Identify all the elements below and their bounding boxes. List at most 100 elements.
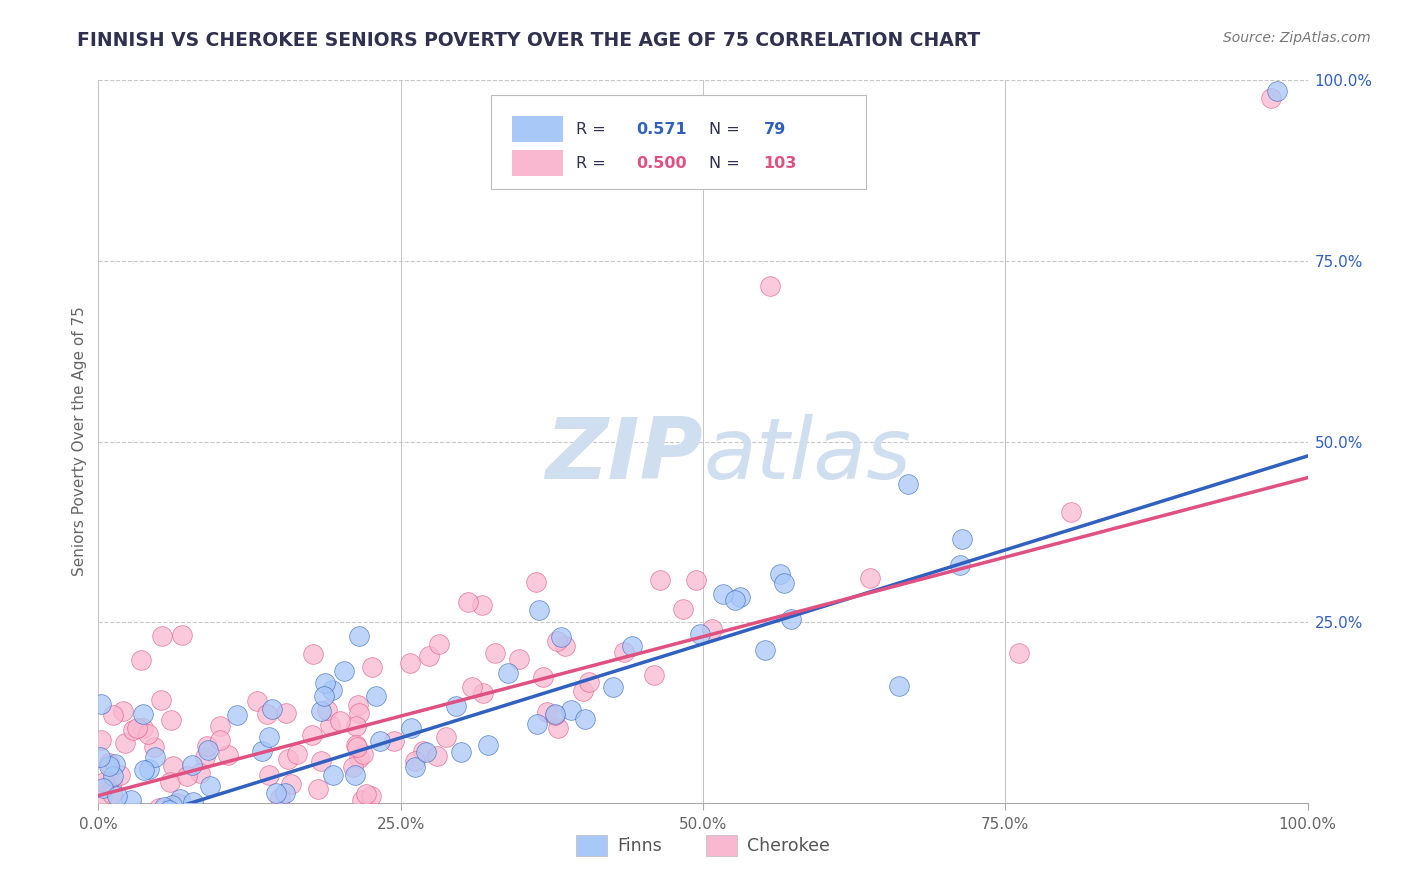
- Point: [149, 693, 172, 707]
- Point: [772, 575, 794, 590]
- Point: [165, 831, 187, 846]
- Point: [111, 704, 134, 718]
- Point: [399, 721, 422, 735]
- Point: [1260, 91, 1282, 105]
- Point: [354, 788, 377, 802]
- Point: [950, 533, 973, 547]
- Point: [352, 792, 374, 806]
- Point: [344, 738, 367, 752]
- Point: [347, 698, 370, 713]
- Point: [1008, 646, 1031, 660]
- Point: [547, 721, 569, 735]
- Point: [344, 719, 367, 733]
- Point: [648, 573, 671, 587]
- Point: [180, 758, 202, 772]
- Text: 103: 103: [763, 156, 797, 171]
- Point: [301, 728, 323, 742]
- Point: [170, 628, 193, 642]
- Point: [277, 752, 299, 766]
- Point: [132, 807, 155, 822]
- Point: [780, 612, 803, 626]
- Text: Source: ZipAtlas.com: Source: ZipAtlas.com: [1223, 31, 1371, 45]
- Point: [150, 629, 173, 643]
- Point: [496, 665, 519, 680]
- Point: [125, 721, 148, 735]
- Point: [103, 769, 125, 783]
- Point: [209, 733, 232, 747]
- Point: [602, 680, 624, 694]
- Point: [197, 742, 219, 756]
- Point: [724, 593, 747, 607]
- Point: [347, 706, 370, 721]
- Point: [309, 754, 332, 768]
- Point: [472, 686, 495, 700]
- Point: [347, 751, 370, 765]
- Text: R =: R =: [576, 156, 612, 171]
- Point: [1059, 505, 1081, 519]
- Point: [342, 760, 364, 774]
- Text: N =: N =: [709, 156, 745, 171]
- Point: [508, 652, 530, 666]
- Point: [114, 736, 136, 750]
- Point: [316, 704, 339, 718]
- Point: [574, 712, 596, 726]
- Point: [298, 809, 321, 823]
- Point: [329, 714, 352, 728]
- Point: [141, 831, 163, 846]
- Text: 0.571: 0.571: [637, 122, 688, 136]
- Point: [471, 598, 494, 612]
- Point: [246, 694, 269, 708]
- Text: atlas: atlas: [703, 415, 911, 498]
- Point: [728, 591, 751, 605]
- Point: [105, 789, 128, 803]
- Bar: [512, 151, 562, 177]
- Point: [546, 634, 568, 648]
- Point: [129, 653, 152, 667]
- Point: [405, 754, 427, 768]
- Point: [160, 798, 183, 813]
- Point: [142, 739, 165, 754]
- Point: [578, 674, 600, 689]
- Point: [90, 697, 112, 711]
- Point: [274, 706, 297, 720]
- Point: [322, 768, 344, 782]
- Point: [689, 626, 711, 640]
- Point: [176, 769, 198, 783]
- Point: [450, 746, 472, 760]
- Text: 79: 79: [763, 122, 786, 136]
- Point: [477, 738, 499, 752]
- Point: [166, 797, 188, 811]
- Point: [104, 756, 127, 771]
- Point: [344, 768, 367, 782]
- Point: [571, 684, 593, 698]
- Point: [319, 717, 342, 731]
- Point: [274, 786, 297, 800]
- Point: [769, 566, 792, 581]
- Point: [114, 831, 136, 846]
- Point: [156, 816, 179, 830]
- Point: [263, 812, 285, 826]
- Point: [887, 679, 910, 693]
- Point: [361, 806, 384, 821]
- Point: [352, 747, 374, 761]
- Point: [94, 831, 117, 846]
- Point: [267, 831, 290, 846]
- Point: [132, 721, 155, 735]
- Point: [301, 647, 323, 661]
- Point: [110, 831, 132, 846]
- Point: [412, 744, 434, 758]
- Point: [157, 803, 180, 817]
- Y-axis label: Seniors Poverty Over the Age of 75: Seniors Poverty Over the Age of 75: [72, 307, 87, 576]
- Point: [361, 659, 384, 673]
- Point: [125, 825, 148, 839]
- Point: [89, 750, 111, 764]
- Point: [360, 789, 382, 804]
- Point: [321, 682, 343, 697]
- Point: [426, 749, 449, 764]
- Point: [415, 745, 437, 759]
- Point: [257, 730, 280, 744]
- Point: [143, 749, 166, 764]
- Point: [484, 646, 506, 660]
- Point: [159, 713, 181, 727]
- Point: [312, 690, 335, 704]
